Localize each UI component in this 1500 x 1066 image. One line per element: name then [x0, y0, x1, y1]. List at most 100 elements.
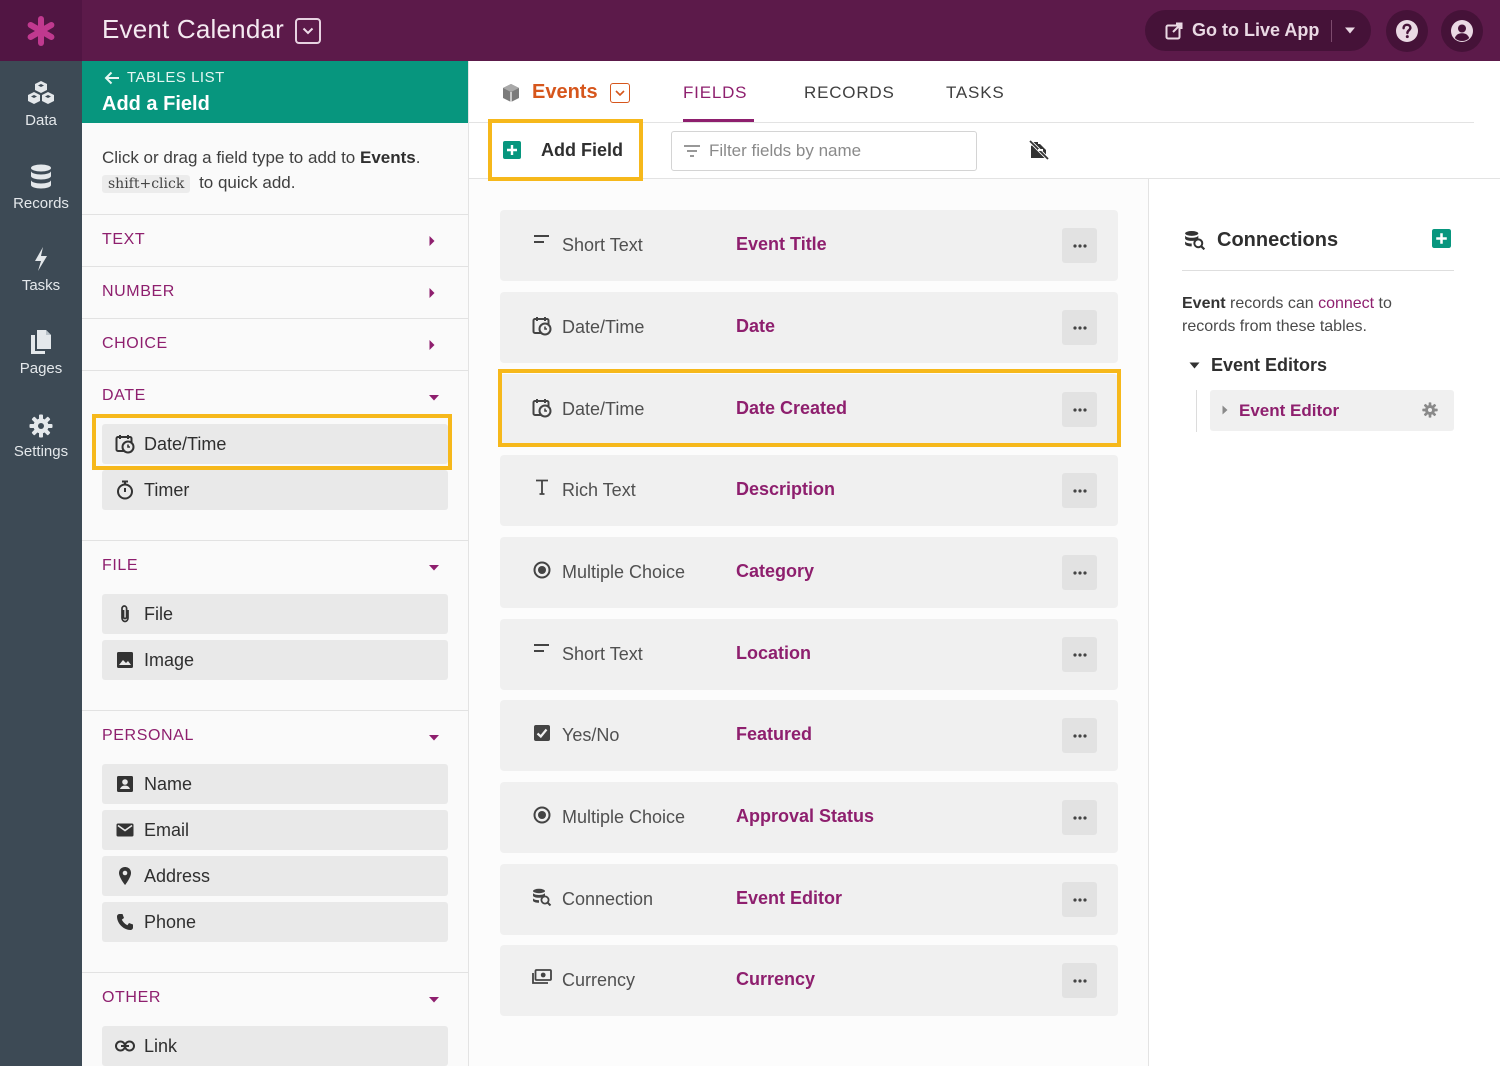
nav-item-tasks[interactable]: Tasks [0, 242, 82, 294]
plus-square-icon [503, 141, 521, 159]
field-type-label: Timer [144, 479, 190, 500]
caret-down-icon[interactable] [428, 564, 440, 572]
field-name[interactable]: Date [736, 316, 776, 336]
category-label[interactable]: DATE [102, 387, 146, 404]
connection-group-toggle[interactable]: Event Editors [1189, 355, 1327, 376]
short-text-icon [534, 235, 549, 243]
field-menu-button[interactable] [1062, 392, 1097, 427]
tab-records[interactable]: RECORDS [804, 83, 895, 102]
ellipsis-icon [1072, 978, 1087, 983]
category-choice[interactable]: CHOICE [82, 318, 468, 370]
field-type: Yes/No [562, 725, 620, 745]
nav-item-pages[interactable]: Pages [0, 325, 82, 377]
category-text[interactable]: TEXT [82, 214, 468, 266]
field-type-phone[interactable]: Phone [102, 902, 448, 942]
app-logo[interactable] [0, 0, 82, 61]
caret-down-icon[interactable] [428, 394, 440, 402]
field-name[interactable]: Event Title [736, 234, 827, 254]
field-row[interactable]: Date/Time Date Created [500, 374, 1118, 445]
field-type-address[interactable]: Address [102, 856, 448, 896]
nav-item-records[interactable]: Records [0, 160, 82, 212]
help-button[interactable] [1386, 10, 1428, 52]
caret-down-icon[interactable] [428, 996, 440, 1004]
caret-down-icon [1345, 27, 1356, 34]
field-row[interactable]: Yes/No Featured [500, 700, 1118, 771]
field-name[interactable]: Featured [736, 724, 813, 744]
connection-settings-button[interactable] [1422, 402, 1438, 423]
field-type-date-time[interactable]: Date/Time [102, 424, 448, 464]
external-link-icon [1165, 22, 1183, 40]
category-number[interactable]: NUMBER [82, 266, 468, 318]
field-name[interactable]: Currency [736, 969, 816, 989]
field-row[interactable]: Currency Currency [500, 945, 1118, 1016]
add-field-button[interactable]: Add Field [493, 121, 639, 179]
field-type-label: Date/Time [144, 433, 227, 454]
connection-item[interactable]: Event Editor [1210, 390, 1454, 431]
field-type-label: Image [144, 649, 195, 670]
go-to-live-app-button[interactable]: Go to Live App [1145, 10, 1371, 51]
field-row[interactable]: Date/Time Date [500, 292, 1118, 363]
field-menu-button[interactable] [1062, 555, 1097, 590]
field-type-image[interactable]: Image [102, 640, 448, 680]
contact-card-icon [117, 776, 133, 792]
tab-tasks[interactable]: TASKS [946, 83, 1005, 102]
field-menu-button[interactable] [1062, 718, 1097, 753]
user-avatar-icon [1451, 20, 1473, 42]
nav-item-settings[interactable]: Settings [0, 408, 82, 460]
desc-text: records can [1225, 295, 1319, 312]
cube-icon [503, 83, 519, 102]
field-name[interactable]: Category [736, 561, 815, 581]
category-label[interactable]: FILE [102, 557, 139, 574]
field-type-timer[interactable]: Timer [102, 470, 448, 510]
field-type-link[interactable]: Link [102, 1026, 448, 1066]
tab-fields[interactable]: FIELDS [683, 83, 748, 102]
field-row[interactable]: Multiple Choice Approval Status [500, 782, 1118, 853]
field-name[interactable]: Location [736, 643, 811, 663]
category-label[interactable]: PERSONAL [102, 727, 194, 744]
field-row[interactable]: Short Text Location [500, 619, 1118, 690]
field-row[interactable]: Connection Event Editor [500, 864, 1118, 935]
connections-panel: Connections Event records can connect to… [1151, 179, 1500, 1066]
field-type-email[interactable]: Email [102, 810, 448, 850]
category-label[interactable]: OTHER [102, 989, 161, 1006]
intro-text: . [415, 148, 421, 167]
settings-icon [29, 414, 53, 438]
field-menu-button[interactable] [1062, 228, 1097, 263]
caret-down-icon[interactable] [428, 734, 440, 742]
add-connection-button[interactable] [1432, 229, 1451, 253]
field-menu-button[interactable] [1062, 882, 1097, 917]
field-name[interactable]: Event Editor [736, 888, 843, 908]
field-row[interactable]: Rich Text Description [500, 455, 1118, 526]
caret-right-icon [1222, 405, 1228, 415]
table-options-dropdown[interactable] [609, 82, 630, 103]
connection-icon [1185, 230, 1206, 251]
nav-item-data[interactable]: Data [0, 77, 82, 129]
table-name[interactable]: Events [501, 81, 630, 104]
field-menu-button[interactable] [1062, 800, 1097, 835]
envelope-icon [116, 823, 134, 837]
panel-title: Add a Field [102, 93, 210, 115]
tables-list-link[interactable]: TABLES LIST [104, 69, 225, 86]
field-type-file[interactable]: File [102, 594, 448, 634]
field-row[interactable]: Short Text Event Title [500, 210, 1118, 281]
field-type-name[interactable]: Name [102, 764, 448, 804]
account-button[interactable] [1441, 10, 1483, 52]
intro-text: Click or drag a field type to add to [102, 148, 360, 167]
field-name[interactable]: Description [736, 479, 836, 499]
field-menu-button[interactable] [1062, 963, 1097, 998]
app-switcher-dropdown[interactable] [295, 18, 321, 44]
field-type-label: Name [144, 773, 193, 794]
connect-link[interactable]: connect [1318, 295, 1375, 312]
caret-right-icon [429, 288, 435, 298]
field-name[interactable]: Date Created [736, 398, 848, 418]
desc-table-name: Event [1182, 295, 1226, 312]
filter-fields-input[interactable]: Filter fields by name [671, 131, 977, 171]
connection-icon [533, 888, 552, 906]
field-menu-button[interactable] [1062, 310, 1097, 345]
field-menu-button[interactable] [1062, 473, 1097, 508]
live-app-options-caret[interactable] [1344, 27, 1356, 34]
field-row[interactable]: Multiple Choice Category [500, 537, 1118, 608]
field-menu-button[interactable] [1062, 637, 1097, 672]
hide-fields-toggle[interactable] [1028, 139, 1050, 165]
field-name[interactable]: Approval Status [736, 806, 875, 826]
